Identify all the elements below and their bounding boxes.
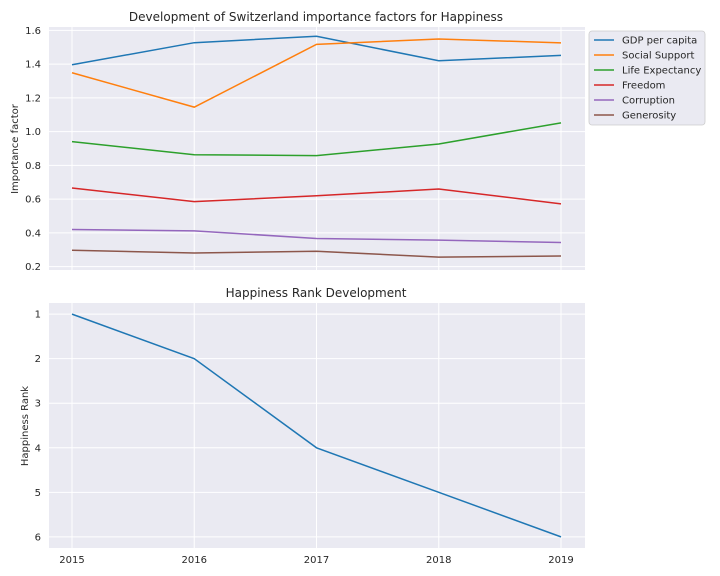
series-line-corruption — [71, 228, 562, 244]
series-line-life-expectancy — [71, 122, 562, 157]
chart-title-importance: Development of Switzerland importance fa… — [129, 10, 503, 24]
x-tick-label: 2017 — [304, 555, 329, 566]
x-tick-label: 2018 — [426, 555, 451, 566]
series-line-freedom — [71, 187, 562, 205]
y-tick-label: 2 — [35, 354, 41, 365]
y-tick-label: 5 — [35, 488, 41, 499]
y-tick-label: 0.2 — [25, 262, 41, 273]
legend: GDP per capita Social Support Life Expecta… — [588, 30, 706, 126]
legend-label: Social Support — [622, 51, 694, 62]
y-axis-label-importance: Importance factor — [10, 103, 21, 194]
y-tick-label: 0.6 — [25, 195, 41, 206]
y-axis-label-rank: Happiness Rank — [20, 386, 31, 466]
legend-label: Generosity — [622, 111, 676, 122]
legend-label: GDP per capita — [622, 36, 697, 47]
series-line-gdp-per-capita — [71, 35, 562, 66]
legend-label: Life Expectancy — [622, 66, 701, 77]
series-line-happiness-rank — [71, 313, 562, 538]
x-tick-label: 2019 — [548, 555, 573, 566]
y-tick-label: 3 — [35, 399, 41, 410]
y-tick-label: 6 — [35, 532, 41, 543]
y-tick-label: 1.4 — [25, 60, 41, 71]
y-tick-label: 1 — [35, 310, 41, 321]
legend-label: Freedom — [622, 81, 665, 92]
y-tick-label: 4 — [35, 443, 41, 454]
legend-box — [588, 30, 706, 126]
series-line-generosity — [71, 249, 562, 258]
y-tick-label: 1.0 — [25, 127, 41, 138]
series-line-social-support — [71, 38, 562, 108]
y-tick-label: 0.8 — [25, 161, 41, 172]
chart-title-rank: Happiness Rank Development — [226, 286, 407, 300]
y-tick-label: 1.2 — [25, 93, 41, 104]
x-tick-label: 2016 — [182, 555, 207, 566]
y-tick-label: 1.6 — [25, 26, 41, 37]
y-tick-label: 0.4 — [25, 228, 41, 239]
x-tick-label: 2015 — [59, 555, 84, 566]
legend-label: Corruption — [622, 96, 675, 107]
